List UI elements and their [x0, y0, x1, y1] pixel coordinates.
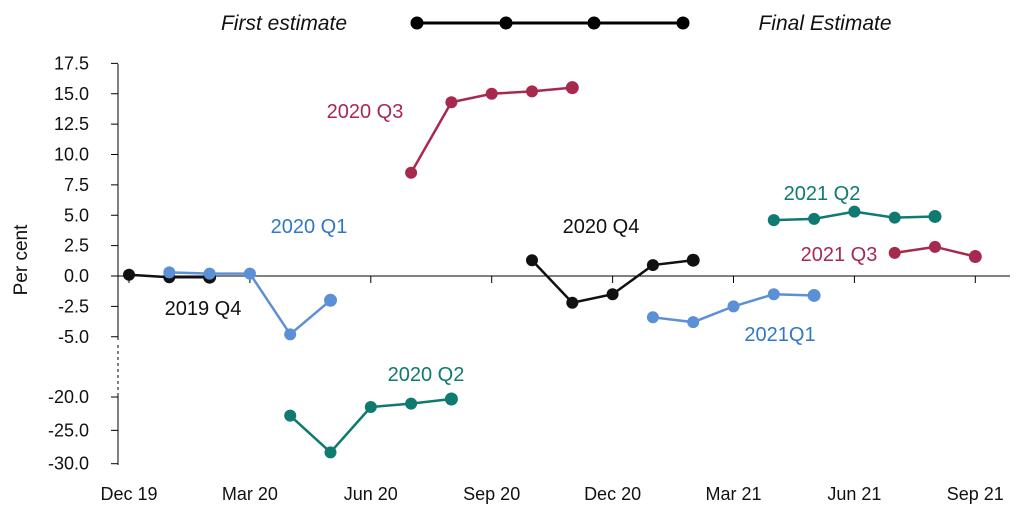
data-point-2021q1 [767, 288, 780, 301]
y-tick-label: 7.5 [64, 175, 89, 195]
x-tick-label: Sep 20 [463, 484, 520, 504]
data-point-2020-q3 [405, 166, 418, 179]
data-point-2020-q2 [444, 392, 458, 406]
data-point-2020-q1 [163, 266, 176, 279]
series-2020-q3 [405, 81, 579, 179]
legend-final-label: Final Estimate [758, 12, 891, 35]
series-labels: 2019 Q4 2020 Q1 2020 Q2 2020 Q3 2020 Q4 … [165, 101, 878, 386]
legend-marker [499, 16, 513, 30]
x-tick-label: Mar 21 [705, 484, 761, 504]
x-tick-label: Jun 21 [827, 484, 881, 504]
data-point-2020-q2 [364, 401, 377, 414]
series-label-2021-q3: 2021 Q3 [801, 244, 878, 266]
x-ticks: Dec 19 Mar 20 Jun 20 Sep 20 Dec 20 Mar 21 Jun … [100, 276, 1004, 504]
series-2020-q1 [163, 266, 337, 341]
data-point-2020-q2 [284, 409, 297, 422]
series-label-2020-q2: 2020 Q2 [388, 364, 465, 386]
data-point-2020-q4 [566, 296, 579, 309]
data-point-2020-q1 [243, 267, 256, 280]
axes: 17.5 15.0 12.5 10.0 7.5 5.0 2.5 0.0 -2.5 -5.0 -20… [48, 53, 1010, 504]
y-axis-title: Per cent [11, 224, 32, 295]
data-point-2020-q4 [646, 259, 659, 272]
legend-marker [410, 16, 424, 30]
series-group [123, 81, 982, 459]
x-tick-label: Sep 21 [947, 484, 1004, 504]
series-label-2020-q1: 2020 Q1 [271, 216, 348, 238]
legend: First estimate Final Estimate [221, 12, 892, 35]
data-point-2021-q3 [968, 250, 982, 264]
data-point-2021q1 [807, 288, 821, 302]
data-point-2021q1 [646, 311, 659, 324]
y-ticks-lower: -20.0 -25.0 -30.0 [48, 387, 118, 474]
series-2020-q4 [526, 253, 700, 309]
y-tick-label: 0.0 [64, 266, 89, 286]
data-point-2020-q3 [445, 96, 458, 109]
y-tick-label: 10.0 [54, 145, 89, 165]
y-tick-label: -5.0 [58, 327, 89, 347]
y-tick-label: -20.0 [48, 387, 89, 407]
y-tick-label: -2.5 [58, 296, 89, 316]
series-2020-q2 [284, 392, 458, 459]
series-2021-q3 [888, 240, 982, 264]
y-tick-label: 17.5 [54, 53, 89, 73]
series-label-2019-q4: 2019 Q4 [165, 298, 242, 320]
x-tick-label: Dec 19 [100, 484, 157, 504]
y-tick-label: -25.0 [48, 420, 89, 440]
data-point-2021-q3 [929, 240, 941, 253]
data-point-2020-q2 [405, 397, 418, 410]
x-tick-label: Dec 20 [584, 484, 641, 504]
legend-first-label: First estimate [221, 12, 347, 35]
legend-marker [676, 16, 690, 30]
legend-marker [587, 16, 601, 30]
y-tick-label: 15.0 [54, 84, 89, 104]
data-point-2020-q3 [526, 85, 538, 98]
data-point-2020-q4 [526, 254, 538, 267]
data-point-2020-q3 [485, 87, 498, 100]
data-point-2021-q2 [848, 205, 861, 218]
data-point-2020-q3 [565, 81, 579, 95]
data-point-2021q1 [727, 300, 740, 313]
y-tick-label: 12.5 [54, 114, 89, 134]
data-point-2021-q2 [767, 214, 780, 227]
data-point-2019-q4 [123, 268, 135, 281]
x-tick-label: Jun 20 [344, 484, 398, 504]
data-point-2021-q2 [888, 211, 901, 224]
y-ticks-upper: 17.5 15.0 12.5 10.0 7.5 5.0 2.5 0.0 -2.5 -5.0 [54, 53, 118, 347]
data-point-2020-q1 [284, 328, 297, 341]
y-tick-label: 2.5 [64, 236, 89, 256]
data-point-2021-q2 [808, 212, 821, 225]
series-line-2020-q3 [410, 86, 573, 174]
series-label-2020-q4: 2020 Q4 [563, 216, 640, 238]
y-tick-label: -30.0 [48, 454, 89, 474]
data-point-2020-q4 [686, 253, 700, 267]
data-point-2020-q4 [606, 288, 619, 301]
data-point-2021-q3 [888, 246, 901, 259]
x-tick-label: Mar 20 [222, 484, 278, 504]
series-label-2020-q3: 2020 Q3 [327, 101, 404, 123]
data-point-2021-q2 [928, 209, 942, 223]
series-2021-q2 [767, 205, 942, 227]
data-point-2021q1 [687, 316, 700, 329]
series-2021q1 [646, 288, 821, 329]
data-point-2020-q1 [203, 267, 216, 280]
data-point-2020-q2 [324, 446, 337, 459]
data-point-2020-q1 [324, 293, 337, 307]
y-tick-label: 5.0 [64, 205, 89, 225]
series-label-2021-q2: 2021 Q2 [784, 183, 861, 205]
series-label-2021q1: 2021Q1 [744, 324, 815, 346]
